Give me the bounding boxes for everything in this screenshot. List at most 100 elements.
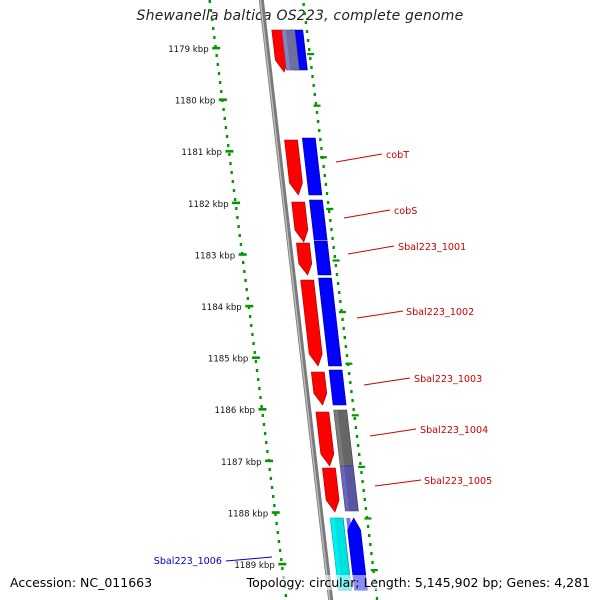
tick-label: 1188 kbp [228,509,269,519]
gene-label: cobT [386,150,409,161]
inner-ring-dot [318,129,321,132]
tick-mark [258,408,267,411]
inner-tick-mark [338,311,346,314]
outer-ring-dot [255,369,259,372]
gene-features [271,29,368,591]
tick-label: 1180 kbp [175,97,216,107]
gene-label-leader [374,479,422,487]
outer-ring-dot [212,27,215,30]
inner-tick-mark [364,517,372,520]
outer-ring-dot [253,351,256,354]
tick-mark [212,46,221,50]
outer-ring-dot [271,495,275,498]
tick-mark [238,253,247,256]
inner-tick-mark [345,362,353,365]
inner-ring-dot [306,39,310,42]
feature-highlight [271,30,280,60]
inner-ring-dot [308,48,311,51]
inner-ring-dot [343,336,346,339]
inner-ring-dot [310,66,313,69]
feature-highlight [318,278,333,366]
outer-ring-dot [229,162,232,165]
gene-label: Sbal223_1001 [398,242,466,253]
backbone-highlight [259,0,331,600]
inner-tick-mark [358,465,366,468]
feature-blue [318,277,342,367]
inner-ring-dot [339,300,342,303]
feature-purple [339,465,359,512]
outer-ring-dot [235,207,238,210]
genome-backbone [258,0,334,600]
gene-label: Sbal223_1005 [424,476,492,487]
kbp-ticks: 1179 kbp 1180 kbp 1181 kbp 1182 kbp 1183 kbp… [168,45,378,572]
gene-label: Sbal223_1006 [154,556,222,567]
feature-red [291,201,309,243]
outer-ring-dot [258,387,261,390]
inner-ring-dot [359,462,362,465]
inner-ring-dot [333,255,336,258]
inner-ring-dot [375,597,379,600]
inner-ring-dot [336,282,340,285]
feature-blue [313,240,332,276]
inner-ring-dot [354,426,358,429]
inner-ring-dot [323,174,326,177]
inner-ring-dot [342,327,345,330]
outer-ring-dot [245,288,248,291]
outer-ring-dot [268,468,271,471]
outer-ring-dot [216,63,220,66]
tick-label: 1186 kbp [214,406,255,416]
feature-highlight [311,372,318,394]
inner-ring-dot [314,102,318,105]
tick-label: 1181 kbp [181,148,222,158]
inner-ring-dot [313,93,316,96]
tick-mark [278,562,287,566]
inner-ring-dot [325,192,329,195]
inner-ring-dot [311,75,314,78]
outer-ring-dot [223,117,226,120]
outer-ring-dot [248,315,252,318]
inner-ring-dot [351,399,354,402]
gene-label: Sbal223_1004 [420,425,488,436]
inner-ring-dot [334,264,338,267]
inner-ring-dot [364,507,368,510]
inner-ring-dot [302,3,305,6]
inner-ring-dot [324,183,328,186]
tick-mark [251,356,260,359]
tick-mark [225,150,234,153]
inner-ring-dot [366,525,370,528]
feature-highlight [302,138,313,195]
inner-ring-dot [344,345,348,348]
outer-ring-dot [210,18,214,21]
outer-ring-dot [232,189,236,192]
outer-ring-dot [225,135,229,138]
outer-ring-dot [266,450,269,453]
gene-label: Sbal223_1003 [414,374,482,385]
outer-ring-dot [275,522,278,525]
gene-label: Sbal223_1002 [406,307,474,318]
accession-text: Accession: NC_011663 [10,575,153,590]
gene-label-leader [369,428,417,437]
tick-mark [232,201,241,205]
inner-tick-mark [319,156,327,159]
feature-highlight [322,468,331,500]
outer-ring-dot [243,270,246,273]
feature-red [300,279,323,367]
inner-ring-dot [312,84,315,87]
outer-ring-dot [254,360,258,363]
gene-labels: cobT cobS Sbal223_1001 Sbal223_1002 Sbal223_… [154,150,493,567]
feature-highlight [346,518,358,578]
outer-ring-dot [246,297,250,300]
inner-ring-dot [348,372,351,375]
inner-ring-dot [358,453,361,456]
inner-ring-dot [303,12,306,15]
outer-ring-dot [270,486,274,489]
tick-label: 1183 kbp [195,251,236,261]
outer-ring-dot [251,333,254,336]
feature-highlight [330,518,343,590]
inner-ring-dot [349,381,352,384]
outer-ring-dot [284,594,288,597]
feature-gray-small [281,29,300,71]
feature-gray [333,409,354,467]
outer-ring-dot [222,108,225,111]
outer-ring-dot [263,432,267,435]
